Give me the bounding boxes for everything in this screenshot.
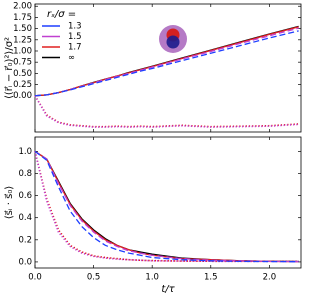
x-axis-label: t/τ (161, 284, 175, 295)
plot-frame (34, 3, 302, 133)
series-line (34, 150, 299, 263)
y-tick-label: 0.6 (18, 191, 32, 201)
series-line (34, 150, 299, 263)
x-tick-label: 1.5 (204, 273, 218, 283)
icon-dot-blue (166, 35, 180, 49)
y-axis-label: ⟨(r⃗ᵢ − r⃗₀)²⟩/σ² (4, 37, 15, 99)
series-line (34, 95, 299, 128)
particle-icon (159, 25, 187, 53)
y-tick-label: 0.50 (13, 69, 32, 79)
legend-label: ∞ (68, 53, 75, 63)
y-tick-label: 0.0 (18, 257, 32, 267)
plot-frame (34, 136, 302, 269)
y-tick-label: 0.75 (13, 58, 32, 68)
series-line (34, 151, 299, 263)
x-tick-label: 2.0 (263, 273, 277, 283)
series-line (34, 151, 299, 263)
legend-label: 1.7 (68, 43, 82, 53)
x-tick-label: 1.0 (145, 273, 159, 283)
series-line (34, 150, 299, 263)
y-tick-label: 2.00 (13, 2, 32, 12)
legend-label: 1.5 (68, 32, 82, 42)
y-axis-label: ⟨s⃗ᵢ · s⃗₀⟩ (4, 186, 15, 220)
y-tick-label: 0.2 (18, 235, 32, 245)
series-line (34, 95, 299, 128)
y-tick-label: 0.00 (13, 91, 32, 101)
x-tick-label: 0.0 (28, 273, 42, 283)
series-line (34, 30, 299, 97)
legend-title: rₛ/σ = (47, 9, 76, 20)
series-line (34, 150, 299, 263)
y-tick-label: 1.00 (13, 46, 32, 56)
y-tick-label: 0.25 (13, 80, 32, 90)
y-tick-label: 1.50 (13, 24, 32, 34)
y-tick-label: 1.75 (13, 13, 32, 23)
y-tick-label: 0.4 (18, 213, 32, 223)
figure: 0.000.250.500.75 1.001.251.501.752.00 ⟨(r⃗… (4, 2, 302, 295)
y-tick-label: 1.25 (13, 35, 32, 45)
legend-label: 1.3 (68, 22, 82, 32)
y-tick-label: 0.8 (18, 169, 32, 179)
x-tick-label: 0.5 (87, 273, 101, 283)
y-tick-label: 1.0 (18, 147, 32, 157)
